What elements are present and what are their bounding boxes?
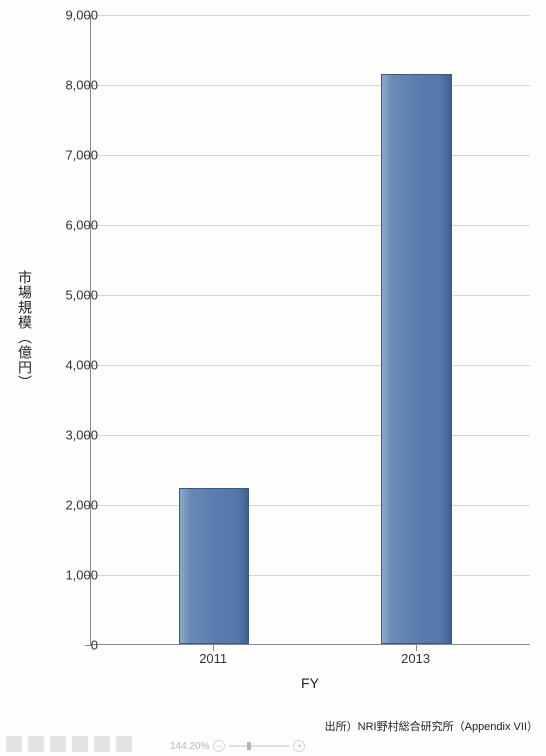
plot-region [90,15,530,645]
y-tick-label: 9,000 [38,8,98,23]
y-tick-label: 7,000 [38,148,98,163]
bar [179,488,249,644]
gridline [91,85,530,86]
chart-area: FY 20112013 [90,15,530,675]
gridline [91,575,530,576]
gridline [91,225,530,226]
y-tick-label: 4,000 [38,358,98,373]
zoom-control: 144.20% − + [170,740,305,752]
gridline [91,15,530,16]
gridline [91,155,530,156]
zoom-in-button[interactable]: + [293,740,305,752]
x-tick-label: 2013 [401,651,430,666]
tool-icon[interactable] [72,736,88,752]
gridline [91,505,530,506]
tool-icon[interactable] [28,736,44,752]
bar [381,74,451,645]
source-note: 出所）NRI野村総合研究所（Appendix VII） [325,718,538,734]
gridline [91,435,530,436]
y-tick-label: 1,000 [38,568,98,583]
tool-icon[interactable] [94,736,110,752]
y-tick-label: 3,000 [38,428,98,443]
y-tick-label: 8,000 [38,78,98,93]
zoom-slider[interactable] [229,745,289,747]
zoom-value: 144.20% [170,741,209,752]
tool-icon[interactable] [50,736,66,752]
y-tick-label: 6,000 [38,218,98,233]
viewer-toolbar [6,736,132,752]
tool-icon[interactable] [6,736,22,752]
zoom-slider-thumb[interactable] [247,742,251,750]
tool-icon[interactable] [116,736,132,752]
gridline [91,295,530,296]
y-tick-label: 5,000 [38,288,98,303]
zoom-out-button[interactable]: − [213,740,225,752]
x-tick-label: 2011 [199,651,227,666]
y-axis-label: 市場規模（億円） [15,270,35,390]
gridline [91,365,530,366]
x-axis-label: FY [301,675,319,691]
y-tick-label: 0 [38,638,98,653]
y-tick-label: 2,000 [38,498,98,513]
